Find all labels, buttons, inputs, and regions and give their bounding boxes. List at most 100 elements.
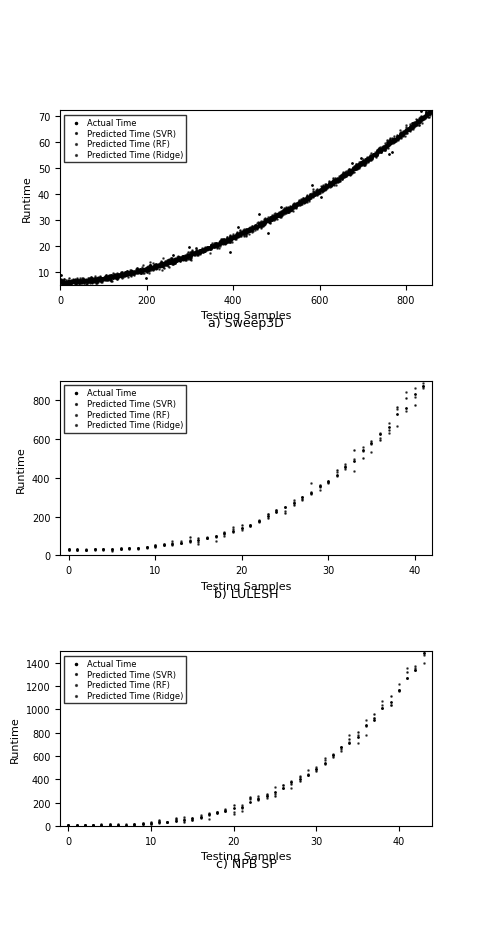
Predicted Time (SVR)	[169, 252, 177, 267]
Predicted Time (SVR)	[252, 220, 260, 235]
Actual Time	[321, 181, 328, 196]
Actual Time	[81, 275, 88, 290]
Predicted Time (SVR)	[346, 732, 353, 747]
Actual Time	[128, 265, 135, 280]
Predicted Time (SVR)	[114, 270, 121, 285]
Predicted Time (SVR)	[296, 774, 303, 789]
Predicted Time (RF)	[421, 110, 429, 124]
Predicted Time (SVR)	[320, 180, 327, 195]
Predicted Time (RF)	[250, 224, 257, 238]
Predicted Time (SVR)	[189, 245, 196, 260]
Predicted Time (SVR)	[284, 202, 291, 217]
Predicted Time (SVR)	[213, 237, 221, 251]
Actual Time	[253, 220, 261, 235]
Actual Time	[306, 189, 313, 204]
Predicted Time (SVR)	[303, 190, 311, 205]
Predicted Time (Ridge)	[338, 172, 346, 187]
Predicted Time (SVR)	[420, 379, 427, 393]
Actual Time	[91, 543, 98, 558]
Actual Time	[72, 276, 79, 290]
Predicted Time (SVR)	[174, 250, 181, 264]
Actual Time	[189, 811, 196, 826]
Predicted Time (SVR)	[287, 202, 294, 217]
Actual Time	[240, 226, 247, 240]
Actual Time	[286, 203, 294, 218]
Predicted Time (SVR)	[400, 126, 408, 141]
Predicted Time (SVR)	[277, 204, 285, 219]
Predicted Time (Ridge)	[217, 235, 225, 250]
Actual Time	[410, 117, 418, 132]
Predicted Time (RF)	[316, 183, 324, 198]
Predicted Time (SVR)	[223, 233, 231, 248]
Predicted Time (RF)	[307, 192, 314, 207]
Predicted Time (Ridge)	[67, 277, 74, 291]
Predicted Time (RF)	[139, 816, 146, 831]
Actual Time	[381, 141, 389, 156]
Predicted Time (Ridge)	[102, 269, 110, 284]
Actual Time	[296, 771, 303, 786]
Predicted Time (SVR)	[264, 214, 272, 229]
Predicted Time (SVR)	[303, 191, 311, 206]
Predicted Time (RF)	[128, 267, 136, 282]
Predicted Time (Ridge)	[166, 257, 174, 272]
Predicted Time (RF)	[191, 245, 199, 260]
Actual Time	[369, 148, 377, 163]
Predicted Time (RF)	[417, 113, 424, 128]
Predicted Time (SVR)	[115, 267, 123, 282]
Actual Time	[137, 264, 145, 278]
Predicted Time (RF)	[291, 199, 299, 213]
Predicted Time (RF)	[171, 253, 179, 268]
Actual Time	[146, 261, 154, 276]
Predicted Time (RF)	[273, 208, 281, 223]
Predicted Time (Ridge)	[89, 272, 97, 287]
Predicted Time (SVR)	[366, 149, 374, 164]
Predicted Time (Ridge)	[390, 133, 398, 148]
Predicted Time (Ridge)	[273, 213, 281, 227]
Predicted Time (SVR)	[379, 141, 386, 156]
Predicted Time (RF)	[252, 222, 260, 237]
Actual Time	[420, 110, 427, 125]
Actual Time	[396, 129, 403, 144]
Predicted Time (Ridge)	[96, 273, 104, 288]
Predicted Time (SVR)	[59, 274, 66, 289]
Predicted Time (RF)	[299, 494, 306, 509]
Predicted Time (Ridge)	[203, 241, 210, 256]
Predicted Time (RF)	[109, 270, 117, 285]
Predicted Time (SVR)	[185, 249, 193, 264]
Predicted Time (RF)	[105, 269, 112, 284]
Predicted Time (RF)	[165, 253, 173, 268]
Predicted Time (RF)	[131, 265, 139, 280]
Predicted Time (RF)	[141, 264, 148, 278]
Predicted Time (SVR)	[299, 492, 306, 507]
Predicted Time (RF)	[120, 267, 127, 282]
Predicted Time (RF)	[419, 110, 426, 125]
Predicted Time (Ridge)	[259, 216, 266, 231]
Actual Time	[256, 217, 264, 232]
Actual Time	[119, 268, 126, 283]
Predicted Time (SVR)	[358, 154, 366, 169]
Actual Time	[90, 273, 97, 288]
Predicted Time (Ridge)	[256, 217, 264, 232]
Predicted Time (RF)	[195, 246, 203, 261]
Predicted Time (Ridge)	[426, 105, 434, 120]
Actual Time	[392, 133, 399, 148]
Predicted Time (Ridge)	[171, 256, 179, 271]
Actual Time	[61, 276, 69, 290]
Predicted Time (RF)	[208, 237, 216, 251]
Predicted Time (RF)	[395, 683, 403, 698]
Predicted Time (RF)	[134, 541, 142, 556]
Predicted Time (RF)	[372, 148, 380, 163]
Predicted Time (Ridge)	[174, 252, 182, 267]
Predicted Time (SVR)	[126, 265, 134, 280]
Predicted Time (SVR)	[204, 242, 211, 257]
Predicted Time (RF)	[128, 265, 135, 280]
Predicted Time (RF)	[379, 694, 386, 709]
Predicted Time (RF)	[293, 198, 300, 213]
Predicted Time (RF)	[186, 248, 194, 263]
Predicted Time (SVR)	[75, 273, 83, 288]
Predicted Time (SVR)	[127, 264, 135, 278]
Actual Time	[351, 161, 359, 175]
Predicted Time (SVR)	[240, 226, 248, 241]
Predicted Time (Ridge)	[203, 531, 211, 546]
Predicted Time (RF)	[251, 220, 259, 235]
